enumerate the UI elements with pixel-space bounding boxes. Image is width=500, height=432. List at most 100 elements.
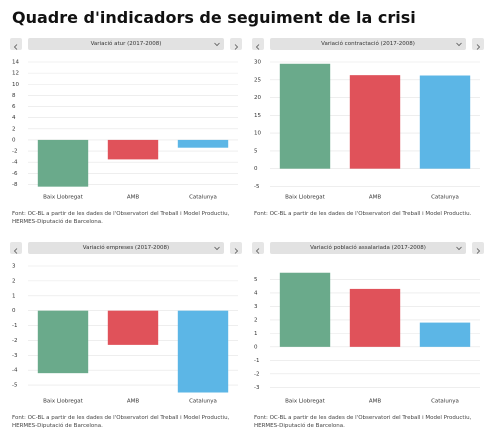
chart: -5 0 5 10 15 20 25 30 Baix Llobregat AMB Catalunya	[254, 60, 480, 201]
chevron-icon	[255, 44, 260, 50]
chart-title: Variació població assalariada (2017-2008…	[310, 245, 426, 251]
y-tick-label: -6	[12, 171, 18, 177]
y-tick-label: 5	[254, 148, 258, 154]
y-tick-label: -3	[12, 353, 18, 359]
bar	[279, 272, 331, 347]
x-tick-label: Baix Llobregat	[285, 195, 326, 201]
x-tick-label: Baix Llobregat	[285, 399, 326, 405]
bar	[37, 139, 89, 187]
chevron-icon	[234, 44, 239, 50]
next-button[interactable]	[472, 242, 484, 254]
y-tick-label: -4	[12, 160, 18, 166]
chart-header: Variació empreses (2017-2008)	[10, 242, 242, 256]
bar	[177, 310, 229, 393]
chevron	[255, 248, 260, 254]
x-tick-label: Baix Llobregat	[43, 195, 84, 201]
chart-header: Variació contractació (2017-2008)	[252, 38, 484, 52]
y-tick-label: 5	[254, 277, 258, 283]
y-tick-label: 2	[254, 317, 258, 323]
y-tick-label: -3	[254, 385, 260, 391]
y-tick-label: 1	[12, 293, 16, 299]
y-tick-label: 2	[12, 278, 16, 284]
chevron-icon	[476, 248, 481, 254]
x-tick-label: AMB	[369, 399, 382, 405]
chart-title: Variació contractació (2017-2008)	[321, 41, 415, 47]
chart-title: Variació empreses (2017-2008)	[82, 245, 170, 251]
chevron	[476, 44, 481, 50]
caret	[214, 42, 220, 47]
next-button[interactable]	[472, 38, 484, 50]
y-tick-label: 4	[254, 290, 258, 296]
caret	[456, 246, 462, 251]
chevron	[476, 248, 481, 254]
bar	[279, 63, 331, 169]
y-tick-label: 0	[12, 137, 16, 143]
next-button[interactable]	[230, 242, 242, 254]
chart-selector[interactable]: Variació contractació (2017-2008)	[270, 38, 466, 50]
bar	[349, 75, 401, 169]
chart-selector[interactable]: Variació empreses (2017-2008)	[28, 242, 224, 254]
source-note: Font: OC-BL a partir de les dades de l'O…	[12, 415, 230, 429]
chevron	[255, 44, 260, 50]
bar	[419, 322, 471, 347]
y-tick-label: 0	[12, 308, 16, 314]
caret-icon	[214, 246, 220, 251]
x-tick-label: Catalunya	[189, 195, 217, 201]
caret-icon	[456, 42, 462, 47]
prev-button[interactable]	[10, 242, 22, 254]
chart-header: Variació atur (2017-2008)	[10, 38, 242, 52]
chevron-icon	[13, 44, 18, 50]
y-tick-label: -4	[12, 368, 18, 374]
y-tick-label: 4	[12, 115, 16, 121]
chevron-icon	[255, 248, 260, 254]
bar	[107, 310, 159, 345]
chart-panel: Variació empreses (2017-2008) -5 -4 -3 -2 -1 0…	[10, 242, 242, 432]
chart-selector[interactable]: Variació atur (2017-2008)	[28, 38, 224, 50]
caret	[214, 246, 220, 251]
caret-icon	[214, 42, 220, 47]
y-tick-label: 10	[254, 131, 261, 137]
y-tick-label: 3	[254, 304, 258, 310]
bar	[349, 288, 401, 347]
bar	[107, 139, 159, 160]
chart-header: Variació població assalariada (2017-2008…	[252, 242, 484, 256]
y-tick-label: -2	[12, 338, 17, 344]
chart-panel: Variació contractació (2017-2008) -5 0 5 10 1…	[252, 38, 484, 228]
bar	[37, 310, 89, 374]
x-tick-label: AMB	[127, 399, 140, 405]
y-tick-label: 10	[12, 82, 19, 88]
chevron	[13, 248, 18, 254]
next-button[interactable]	[230, 38, 242, 50]
chart-selector[interactable]: Variació població assalariada (2017-2008…	[270, 242, 466, 254]
chevron	[234, 44, 239, 50]
source-note: Font: OC-BL a partir de les dades de l'O…	[12, 211, 230, 225]
x-tick-label: Catalunya	[189, 399, 217, 405]
chart-panel: Variació atur (2017-2008) -8 -6 -4 -2 0 2 4 6 8 10…	[10, 38, 242, 228]
y-tick-label: -2	[254, 371, 259, 377]
y-tick-label: 20	[254, 95, 261, 101]
x-tick-label: AMB	[369, 195, 382, 201]
chevron	[234, 248, 239, 254]
chevron-icon	[476, 44, 481, 50]
prev-button[interactable]	[10, 38, 22, 50]
y-tick-label: 6	[12, 104, 16, 110]
y-tick-label: -8	[12, 182, 18, 188]
caret	[456, 42, 462, 47]
y-tick-label: -5	[254, 184, 260, 190]
y-tick-label: -1	[12, 323, 17, 329]
chart: -3 -2 -1 0 1 2 3 4 5 Baix Llobregat AMB Catalunya	[254, 272, 480, 405]
y-tick-label: 0	[254, 344, 258, 350]
y-tick-label: 14	[12, 60, 19, 66]
bar	[177, 139, 229, 148]
chart: -8 -6 -4 -2 0 2 4 6 8 10 12 14 Baix Llobregat AMB Cata…	[12, 60, 238, 201]
y-tick-label: 8	[12, 93, 16, 99]
y-tick-label: 3	[12, 264, 16, 270]
x-tick-label: Catalunya	[431, 195, 459, 201]
prev-button[interactable]	[252, 242, 264, 254]
page-title: Quadre d'indicadors de seguiment de la c…	[12, 8, 416, 27]
source-note: Font: OC-BL a partir de les dades de l'O…	[254, 415, 472, 429]
prev-button[interactable]	[252, 38, 264, 50]
y-tick-label: 0	[254, 166, 258, 172]
y-tick-label: -5	[12, 383, 18, 389]
